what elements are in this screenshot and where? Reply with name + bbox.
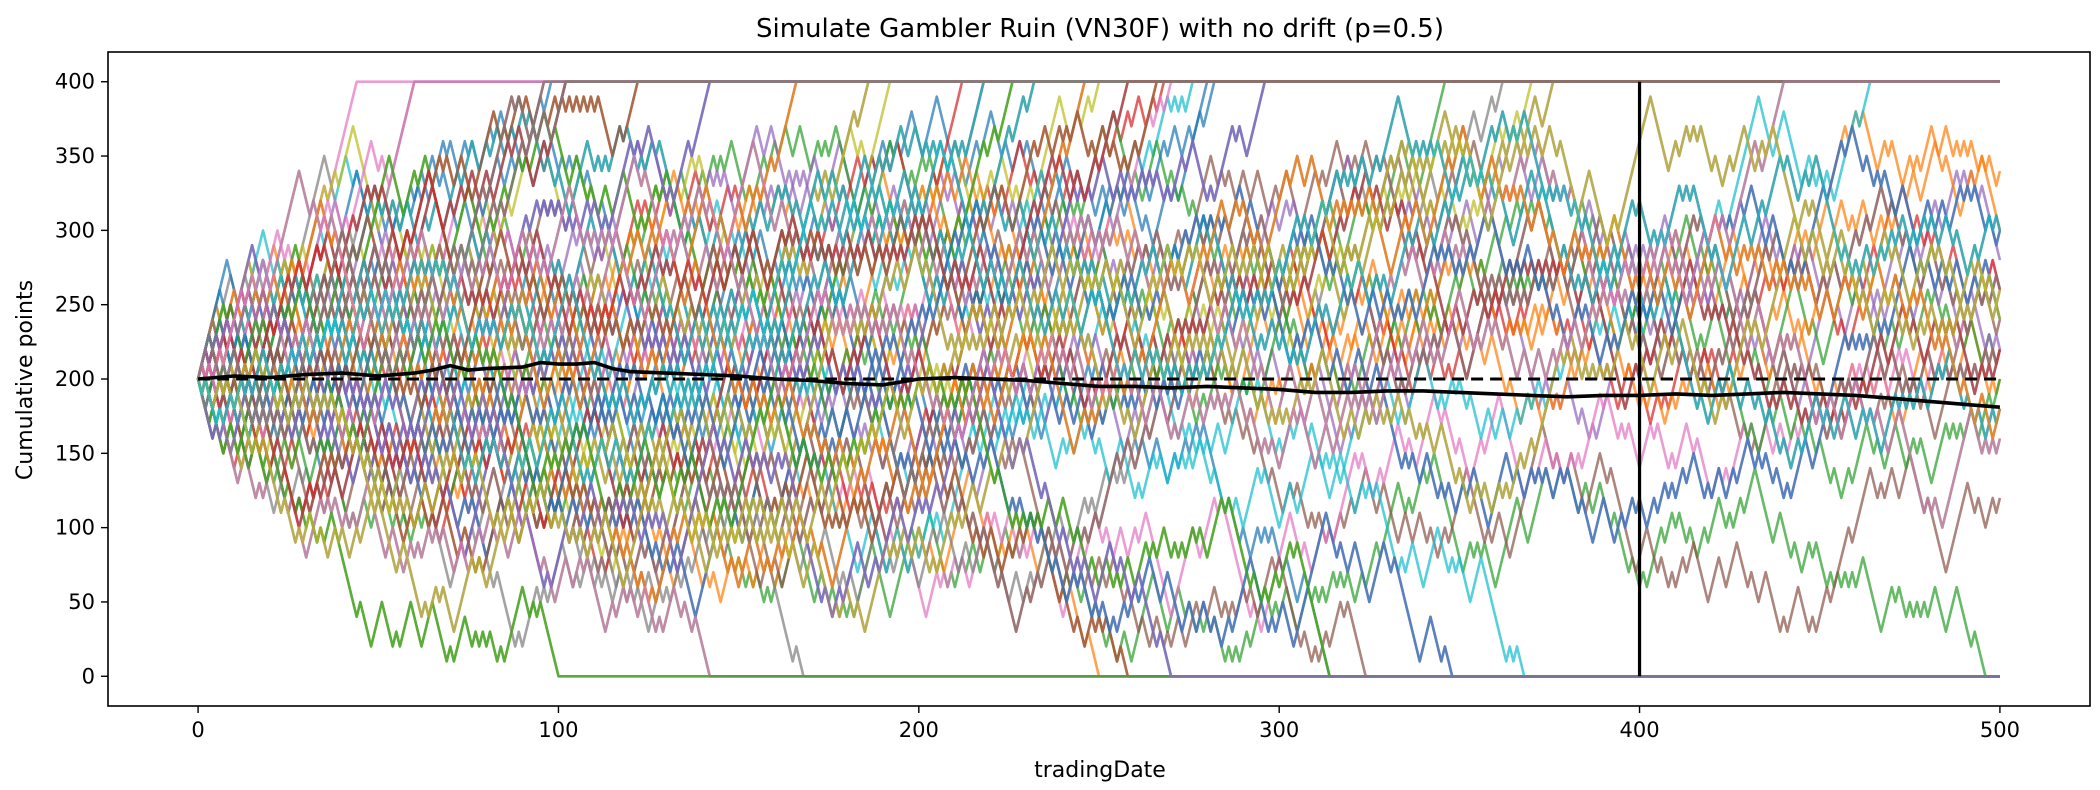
simulated-path [196,80,2000,425]
y-axis: 0 50 100 150 200 250 300 350 400 [55,70,108,688]
x-tick-label: 300 [1259,718,1299,742]
simulated-path [196,80,2000,425]
x-tick-label: 500 [1980,718,2020,742]
x-tick-label: 400 [1619,718,1659,742]
simulated-path [196,288,2000,678]
mean-path [197,360,2001,409]
x-axis: 0 100 200 300 400 500 [191,706,2020,742]
simulated-path [196,95,2002,425]
y-tick-label: 0 [82,664,95,688]
x-tick-label: 200 [899,718,939,742]
reference-lines [198,81,2000,677]
y-tick-label: 50 [68,590,95,614]
y-tick-label: 300 [55,218,95,242]
simulated-path [196,80,2000,440]
x-tick-label: 100 [538,718,578,742]
y-tick-label: 350 [55,144,95,168]
y-tick-label: 150 [55,441,95,465]
x-tick-label: 0 [191,718,204,742]
y-axis-label: Cumulative points [13,280,38,480]
x-axis-label: tradingDate [1034,758,1166,783]
y-tick-label: 400 [55,70,95,94]
simulated-path [196,80,2000,633]
y-tick-label: 200 [55,367,95,391]
simulated-path [196,110,2002,455]
chart-title: Simulate Gambler Ruin (VN30F) with no dr… [756,14,1444,44]
simulated-path [196,139,2002,529]
simulated-path [196,154,2002,633]
y-tick-label: 100 [55,516,95,540]
simulated-path [196,80,2000,425]
simulated-path [196,80,2000,425]
simulated-path [196,125,2002,500]
y-tick-label: 250 [55,293,95,317]
simulated-path [196,80,2000,633]
simulated-path [196,80,2000,425]
mean-path-layer [197,360,2001,409]
simulated-path [196,80,2000,425]
